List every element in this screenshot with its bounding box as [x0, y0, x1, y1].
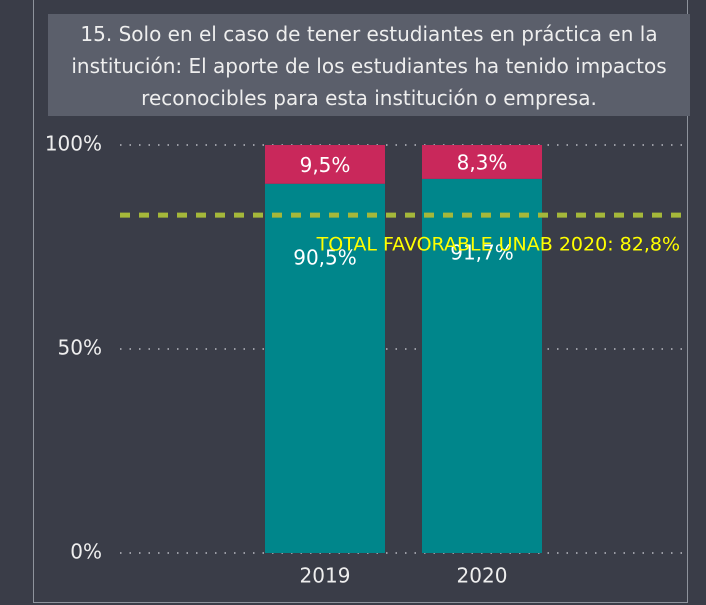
- chart-title: 15. Solo en el caso de tener estudiantes…: [48, 14, 690, 116]
- data-label: 90,5%: [293, 245, 357, 269]
- bar-segment: [422, 178, 542, 553]
- bar-segment: [265, 183, 385, 553]
- frame: [33, 0, 688, 603]
- bar-segment: [265, 145, 385, 184]
- reference-label: TOTAL FAVORABLE UNAB 2020: 82,8%: [316, 234, 680, 256]
- data-label: 9,5%: [300, 153, 351, 177]
- y-tick-label: 0%: [70, 540, 102, 564]
- data-label: 91,7%: [450, 240, 514, 264]
- x-tick-label: 2020: [457, 564, 508, 588]
- y-tick-label: 100%: [45, 132, 102, 156]
- x-tick-label: 2019: [300, 564, 351, 588]
- bar-segment: [422, 145, 542, 179]
- y-tick-label: 50%: [58, 336, 102, 360]
- data-label: 8,3%: [457, 150, 508, 174]
